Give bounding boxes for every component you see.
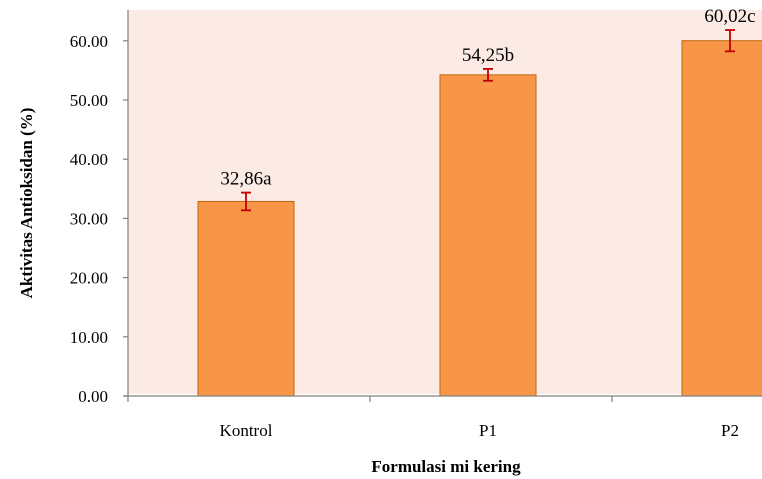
data-label-p2: 60,02c <box>704 6 755 27</box>
error-bars-group <box>241 29 735 212</box>
y-tick-label: 50.00 <box>70 91 108 110</box>
data-label-p1: 54,25b <box>462 45 514 66</box>
bar-p1 <box>439 74 537 397</box>
x-axis-ticks: Kontrol P1 P2 <box>127 396 739 440</box>
y-tick-label: 60.00 <box>70 32 108 51</box>
x-tick-label-kontrol: Kontrol <box>220 421 273 440</box>
bar-p2 <box>681 40 762 397</box>
data-labels-group: 32,86a 54,25b 60,02c <box>220 6 755 190</box>
x-tick-label-p2: P2 <box>721 421 739 440</box>
x-axis-title: Formulasi mi kering <box>371 457 521 476</box>
y-axis-title: Aktivitas Antioksidan (%) <box>17 108 36 299</box>
x-tick-label-p1: P1 <box>479 421 497 440</box>
y-tick-label: 20.00 <box>70 269 108 288</box>
y-tick-label: 0.00 <box>78 387 108 406</box>
y-tick-label: 40.00 <box>70 150 108 169</box>
y-axis-ticks: 0.00 10.00 20.00 30.00 40.00 50.00 60.00 <box>70 32 128 406</box>
bar-kontrol <box>197 200 295 397</box>
y-tick-label: 10.00 <box>70 328 108 347</box>
y-tick-label: 30.00 <box>70 209 108 228</box>
data-label-kontrol: 32,86a <box>220 169 272 190</box>
bars-group <box>197 40 762 397</box>
